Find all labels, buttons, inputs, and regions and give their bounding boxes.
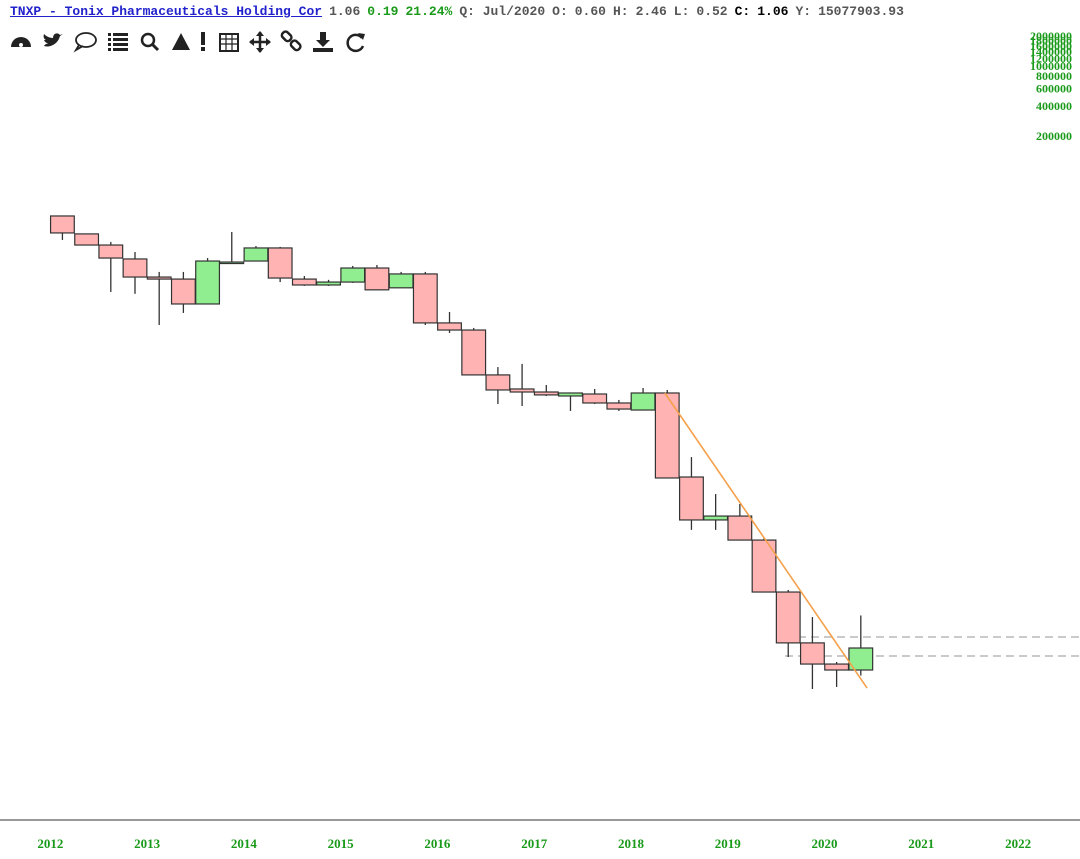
y2-tick-label: 600000 [1036, 81, 1072, 95]
close-label: C: [734, 4, 751, 19]
candle-body [678, 476, 704, 521]
y2-tick-label: 2000000 [1030, 29, 1072, 43]
high: 2.46 [635, 4, 667, 19]
candle-body [775, 591, 801, 644]
comment-icon[interactable] [73, 32, 97, 53]
refresh-icon[interactable] [346, 33, 365, 53]
candle-body [98, 244, 124, 259]
x-tick-label: 2020 [812, 836, 838, 851]
candle-body [195, 260, 221, 305]
search-icon[interactable] [140, 32, 160, 52]
open: 0.60 [574, 4, 606, 19]
y2-tick-label: 800000 [1036, 69, 1072, 83]
download-icon[interactable] [313, 32, 333, 52]
candle-body [219, 261, 245, 265]
candle-body [291, 278, 317, 286]
x-tick-label: 2018 [618, 836, 645, 851]
y2-tick-label: 200000 [1036, 129, 1072, 143]
candle-body [49, 215, 75, 234]
y2-tick-label: 1200000 [1030, 51, 1072, 65]
exclamation-icon[interactable] [201, 32, 205, 51]
twitter-icon[interactable] [43, 33, 63, 47]
volume: 15077903.93 [818, 4, 904, 19]
candle-body [558, 392, 583, 397]
candle-body [630, 392, 656, 411]
candle-body [485, 374, 511, 391]
x-tick-label: 2012 [37, 836, 63, 851]
x-tick-label: 2019 [715, 836, 742, 851]
y2-tick-label: 1600000 [1030, 39, 1072, 53]
change: 0.19 [367, 4, 399, 19]
low: 0.52 [696, 4, 728, 19]
period: Q: Jul/2020 [459, 4, 546, 19]
symbol-link[interactable]: TNXP - Tonix Pharmaceuticals Holding Cor [10, 4, 323, 19]
volume-label: Y: [795, 4, 812, 19]
candle-body [412, 273, 438, 324]
candle-body [654, 392, 680, 479]
candle-body [243, 247, 269, 262]
open-label: O: [552, 4, 568, 19]
candle-body [799, 642, 825, 665]
move-icon[interactable] [249, 31, 271, 53]
low-label: L: [673, 4, 690, 19]
last-price: 1.06 [329, 4, 361, 19]
quote-header: TNXP - Tonix Pharmaceuticals Holding Cor… [10, 4, 911, 19]
high-label: H: [612, 4, 629, 19]
candle-body [751, 539, 777, 593]
candle-body [461, 329, 487, 376]
list-icon[interactable] [108, 33, 128, 51]
candle-body [364, 267, 390, 291]
candle-body [703, 515, 729, 521]
trend-line [664, 392, 868, 689]
candle-body [340, 267, 366, 283]
candle-body [824, 663, 850, 671]
candle-body [267, 247, 293, 279]
x-tick-label: 2022 [1005, 836, 1031, 851]
candle-body [388, 273, 414, 289]
candle-body [606, 402, 632, 410]
candle-body [437, 322, 462, 331]
x-tick-label: 2013 [134, 836, 161, 851]
x-tick-label: 2017 [521, 836, 548, 851]
x-tick-label: 2016 [424, 836, 451, 851]
candle-body [122, 258, 148, 278]
candle-body [74, 233, 100, 246]
toolbar [11, 30, 365, 53]
y2-tick-label: 400000 [1036, 99, 1072, 113]
x-tick-label: 2021 [908, 836, 934, 851]
y2-tick-label: 1400000 [1030, 45, 1072, 59]
candle-body [582, 393, 608, 404]
x-tick-label: 2014 [231, 836, 258, 851]
candle-body [848, 647, 874, 671]
change-pct: 21.24% [405, 4, 453, 19]
alert-icon[interactable] [172, 33, 190, 50]
y2-tick-label: 1000000 [1030, 59, 1072, 73]
candle-body [509, 388, 535, 393]
close: 1.06 [757, 4, 789, 19]
candle-body [170, 278, 196, 305]
link-icon[interactable] [280, 30, 302, 52]
calendar-icon[interactable] [219, 33, 239, 52]
candle-body [727, 515, 753, 541]
candle-body [533, 391, 559, 396]
y2-tick-label: 1800000 [1030, 34, 1072, 48]
dashboard-icon[interactable] [11, 37, 31, 47]
x-tick-label: 2015 [328, 836, 355, 851]
candle-body [316, 281, 342, 286]
candle-body [146, 276, 172, 280]
